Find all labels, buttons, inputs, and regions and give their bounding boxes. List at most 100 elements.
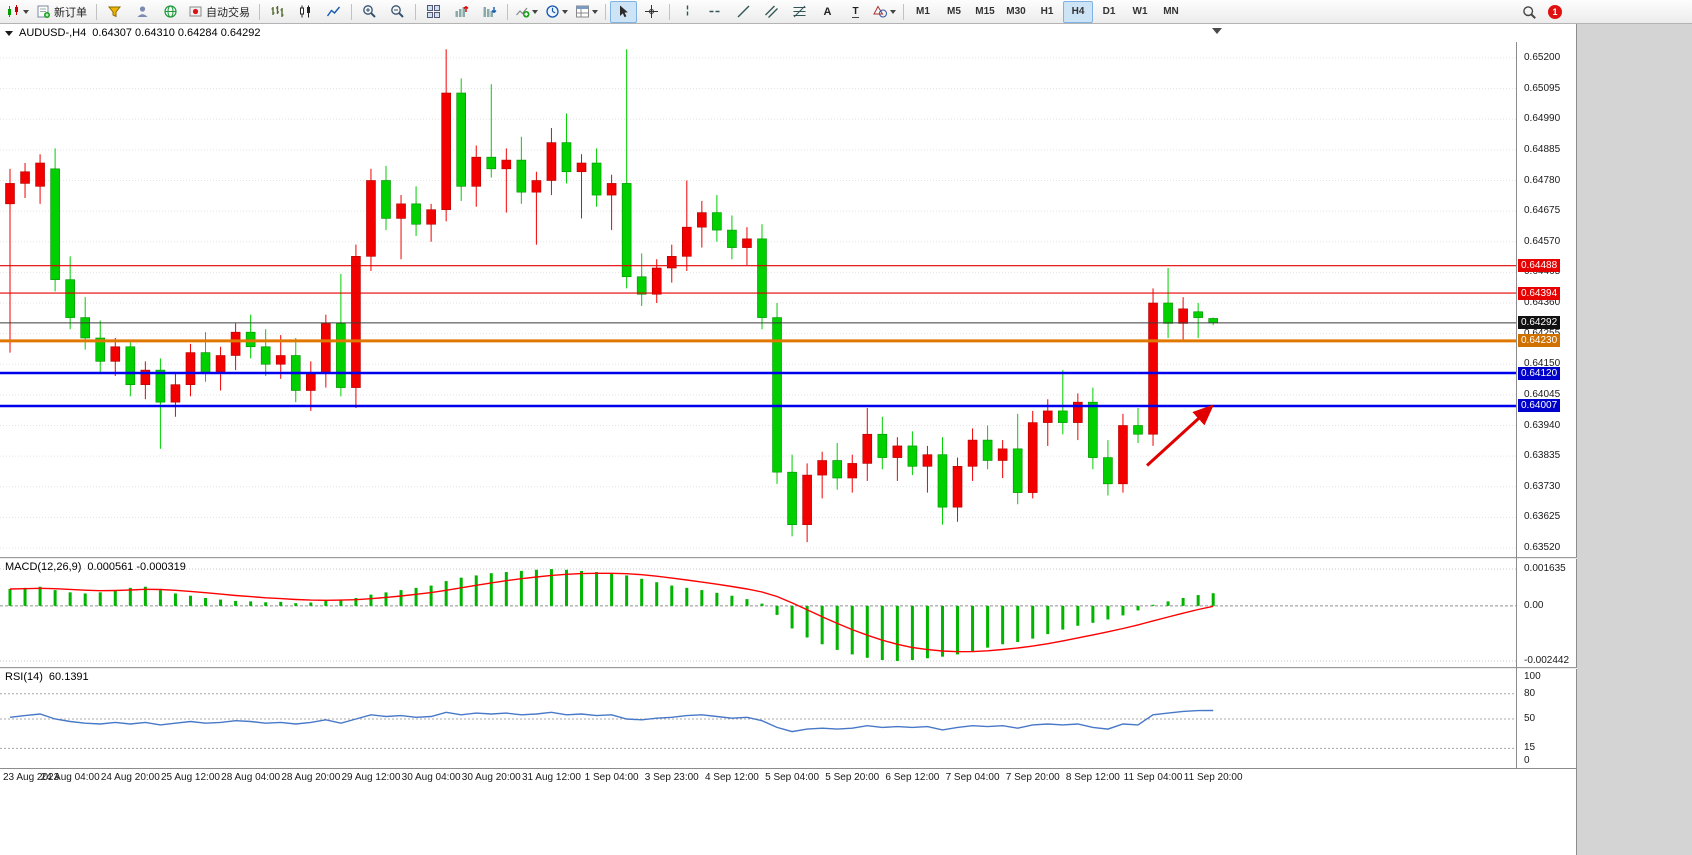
axis-label: 80	[1524, 687, 1536, 699]
price-tag: 0.64007	[1518, 399, 1561, 413]
axis-label: 0.64675	[1524, 205, 1561, 217]
timeframe-button-m30[interactable]: M30	[1006, 6, 1026, 17]
globe-icon	[163, 4, 178, 19]
rsi-label: RSI(14) 60.1391	[5, 671, 89, 683]
vertical-line-button[interactable]	[674, 1, 701, 23]
profiles-button[interactable]	[101, 1, 128, 23]
arrange-up-button[interactable]	[448, 1, 475, 23]
timeframe-button-h1[interactable]: H1	[1040, 6, 1054, 17]
axis-label: 0.001635	[1524, 563, 1566, 574]
toolbar-separator	[415, 3, 416, 20]
crosshair-icon	[644, 4, 659, 19]
fibonacci-button[interactable]	[786, 1, 813, 23]
chart-menu-icon[interactable]	[5, 30, 13, 36]
search-icon	[1522, 5, 1537, 20]
price-tag: 0.64230	[1518, 334, 1561, 348]
market-watch-button[interactable]	[129, 1, 156, 23]
bar-chart-mode-button[interactable]	[264, 1, 291, 23]
time-axis-label: 28 Aug 20:00	[281, 772, 341, 783]
zoom-out-icon	[390, 4, 405, 19]
indicator-plus-icon	[515, 4, 530, 19]
line-chart-mode-button[interactable]	[320, 1, 347, 23]
person-icon	[135, 4, 150, 19]
timeframe-button-w1[interactable]: W1	[1132, 6, 1148, 17]
chart-shift-marker[interactable]	[1212, 28, 1222, 34]
drawn-arrow	[1146, 404, 1214, 467]
axis-label: 0.64780	[1524, 174, 1561, 186]
horizontal-lines-layer	[0, 265, 1516, 408]
channel-button[interactable]	[758, 1, 785, 23]
cursor-icon	[616, 4, 631, 19]
axis-label: 0.64570	[1524, 235, 1561, 247]
price-tag: 0.64394	[1518, 286, 1561, 300]
horizontal-line-button[interactable]	[702, 1, 729, 23]
new-chart-button[interactable]	[3, 1, 32, 23]
axis-label: 0.63835	[1524, 450, 1561, 462]
axis-label: 0.64045	[1524, 388, 1561, 400]
timeframe-button-m1[interactable]: M1	[916, 6, 930, 17]
templates-button[interactable]	[572, 1, 601, 23]
time-axis-label: 7 Sep 20:00	[1005, 772, 1060, 783]
timeframe-button-mn[interactable]: MN	[1163, 6, 1179, 17]
timeframe-button-h4[interactable]: H4	[1063, 0, 1093, 23]
ohlc-bars-icon	[270, 4, 285, 19]
toolbar-separator	[96, 3, 97, 20]
time-axis[interactable]: 23 Aug 2023 24 Aug 04:00 24 Aug 20:00 25 Au…	[0, 768, 1577, 787]
timeframe-button-d1[interactable]: D1	[1102, 6, 1116, 17]
macd-pane[interactable]	[0, 559, 1516, 667]
toolbar-separator	[507, 3, 508, 20]
price-axis-border	[1516, 42, 1517, 768]
time-axis-label: 5 Sep 20:00	[825, 772, 880, 783]
price-axis[interactable]: 0.65200 0.65095 0.64990 0.64885 0.64780 0.646…	[1516, 24, 1577, 768]
toolbar-separator	[605, 3, 606, 20]
time-axis-label: 30 Aug 04:00	[401, 772, 461, 783]
axis-label: 0.64990	[1524, 113, 1561, 125]
template-icon	[575, 4, 590, 19]
tile-windows-button[interactable]	[420, 1, 447, 23]
autotrade-icon	[188, 4, 203, 19]
clock-icon	[545, 4, 560, 19]
price-pane[interactable]	[0, 42, 1516, 558]
chevron-down-icon	[592, 9, 598, 14]
autotrade-button[interactable]: 自动交易	[185, 1, 255, 23]
zoom-out-button[interactable]	[384, 1, 411, 23]
rsi-pane[interactable]	[0, 669, 1516, 767]
zoom-in-icon	[362, 4, 377, 19]
crosshair-button[interactable]	[638, 1, 665, 23]
axis-label: -0.002442	[1524, 655, 1570, 666]
chart-title: AUDUSD-,H4 0.64307 0.64310 0.64284 0.642…	[5, 27, 260, 39]
axis-label: 0.63625	[1524, 511, 1561, 523]
price-tag: 0.64120	[1518, 366, 1561, 380]
trendline-button[interactable]	[730, 1, 757, 23]
toolbar-separator	[669, 3, 670, 20]
new-order-button[interactable]: 新订单	[33, 1, 92, 23]
chart-arrow-down-icon	[482, 4, 497, 19]
pane-divider[interactable]	[0, 667, 1577, 669]
axis-label: 15	[1524, 742, 1536, 754]
timeframe-button-m5[interactable]: M5	[947, 6, 961, 17]
shapes-button[interactable]	[870, 1, 899, 23]
notification-badge[interactable]: 1	[1548, 5, 1562, 19]
time-axis-label: 11 Sep 20:00	[1183, 772, 1243, 783]
time-axis-label: 8 Sep 12:00	[1065, 772, 1120, 783]
axis-label: 0.63730	[1524, 480, 1561, 492]
axis-label: 0.63520	[1524, 542, 1561, 553]
zoom-in-button[interactable]	[356, 1, 383, 23]
label-button[interactable]: T	[842, 1, 869, 23]
search-button[interactable]	[1516, 1, 1543, 23]
text-button[interactable]: A	[814, 1, 841, 23]
candle-chart-mode-button[interactable]	[292, 1, 319, 23]
cursor-button[interactable]	[610, 0, 637, 23]
tile-windows-icon	[426, 4, 441, 19]
toolbar-separator	[259, 3, 260, 20]
funnel-icon	[107, 4, 122, 19]
time-axis-label: 30 Aug 20:00	[461, 772, 521, 783]
pane-divider[interactable]	[0, 557, 1577, 559]
community-button[interactable]	[157, 1, 184, 23]
indicators-button[interactable]	[512, 1, 541, 23]
chart-window: AUDUSD-,H4 0.64307 0.64310 0.64284 0.642…	[0, 24, 1577, 855]
arrange-down-button[interactable]	[476, 1, 503, 23]
axis-label: 0	[1524, 755, 1530, 766]
timeframe-button-m15[interactable]: M15	[975, 6, 995, 17]
periods-button[interactable]	[542, 1, 571, 23]
